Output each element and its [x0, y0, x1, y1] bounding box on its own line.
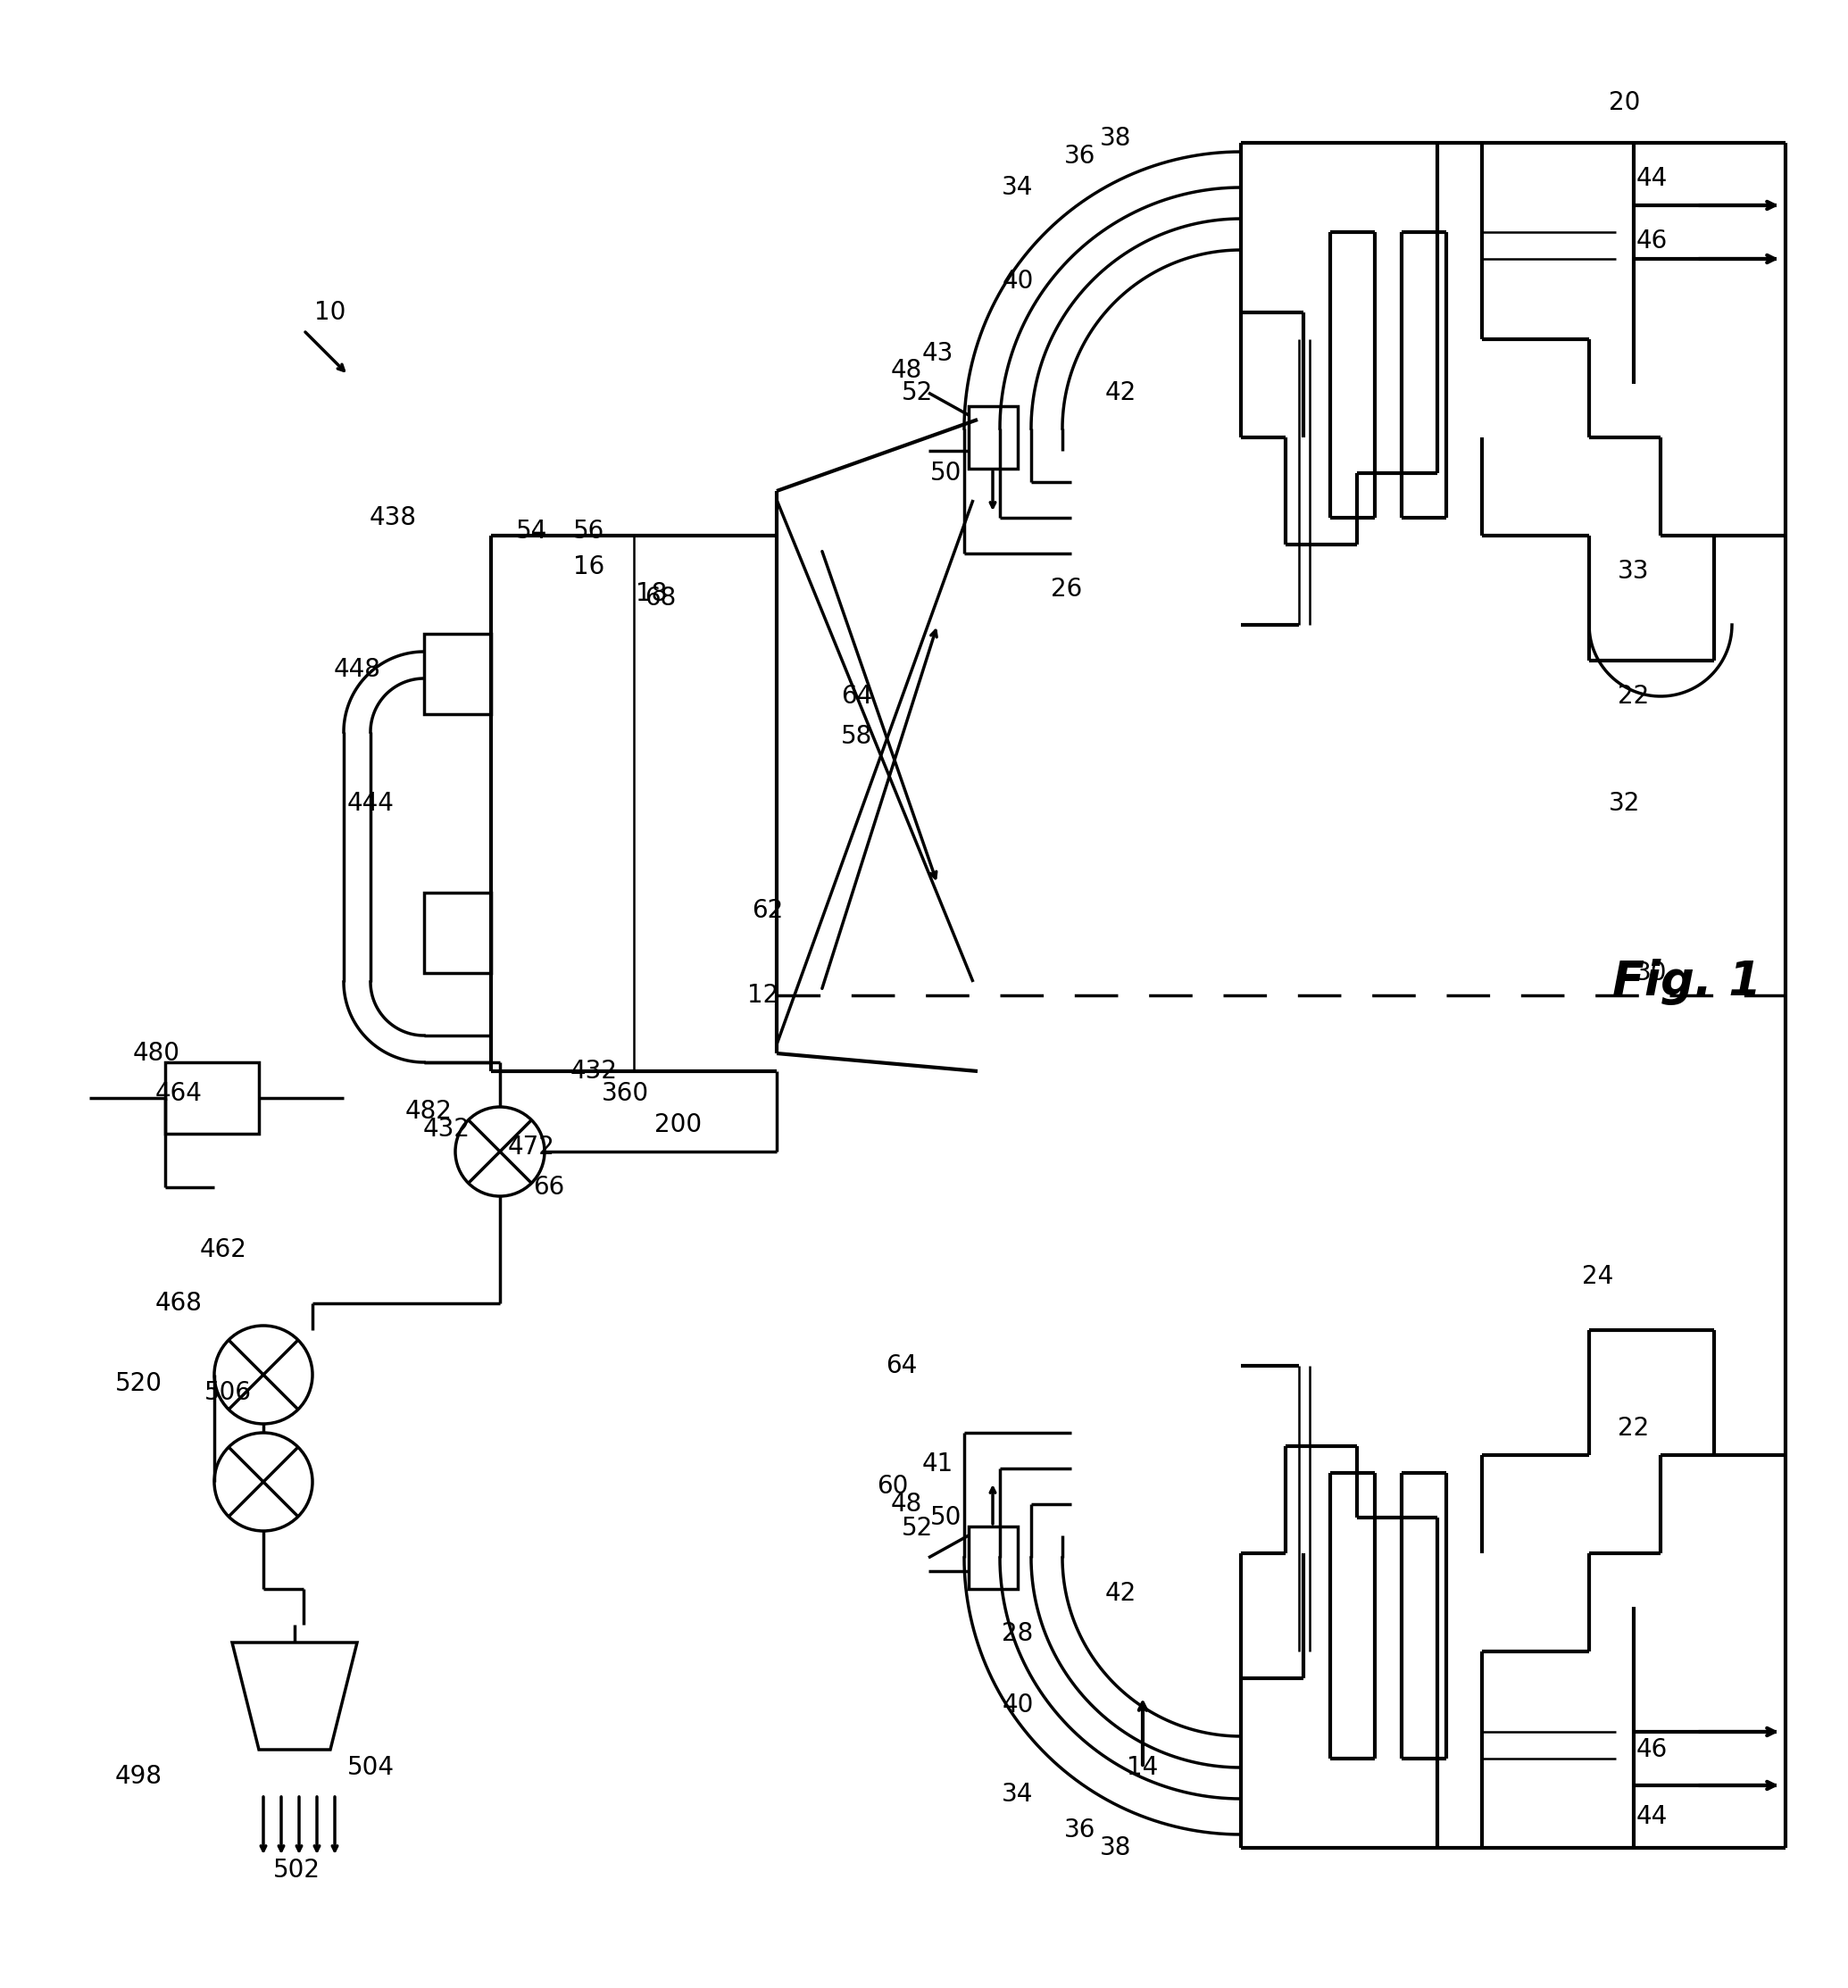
Text: 506: 506 [203, 1380, 251, 1406]
Text: 62: 62 [752, 899, 784, 922]
Text: 26: 26 [1052, 577, 1083, 602]
Polygon shape [233, 1642, 357, 1749]
Text: 438: 438 [370, 505, 416, 531]
Text: 38: 38 [1100, 125, 1131, 151]
Text: 462: 462 [200, 1237, 248, 1262]
Text: 20: 20 [1610, 89, 1641, 115]
Text: 28: 28 [1002, 1620, 1033, 1646]
Text: 32: 32 [1610, 791, 1641, 815]
Text: 48: 48 [891, 358, 922, 384]
Text: 68: 68 [645, 586, 676, 610]
Text: 44: 44 [1635, 1803, 1667, 1829]
Text: 40: 40 [1002, 268, 1033, 294]
Bar [423, 634, 492, 714]
Bar [423, 893, 492, 972]
Text: 12: 12 [748, 982, 780, 1008]
Text: 464: 464 [155, 1081, 201, 1105]
Text: 36: 36 [1064, 1817, 1096, 1843]
Text: 41: 41 [922, 1451, 954, 1477]
Text: 38: 38 [1100, 1835, 1131, 1861]
Text: 48: 48 [891, 1491, 922, 1517]
Text: 432: 432 [423, 1117, 469, 1141]
Text: 360: 360 [601, 1081, 649, 1105]
Text: 66: 66 [534, 1175, 565, 1201]
Text: 33: 33 [1617, 559, 1650, 584]
Text: 480: 480 [133, 1042, 179, 1066]
Text: 16: 16 [573, 555, 604, 579]
Text: 502: 502 [274, 1857, 320, 1883]
Text: Fig. 1: Fig. 1 [1613, 958, 1761, 1006]
Text: 472: 472 [508, 1135, 554, 1159]
Text: 64: 64 [885, 1354, 917, 1378]
Text: 30: 30 [1635, 960, 1667, 986]
Text: 444: 444 [347, 791, 394, 815]
Text: 10: 10 [314, 300, 346, 324]
Text: 200: 200 [654, 1111, 702, 1137]
Text: 34: 34 [1002, 1781, 1033, 1807]
Text: 64: 64 [841, 684, 872, 710]
Text: 498: 498 [115, 1763, 163, 1789]
Text: 60: 60 [878, 1473, 909, 1499]
Text: 44: 44 [1635, 167, 1667, 191]
Text: 46: 46 [1635, 1738, 1667, 1761]
Bar [164, 1062, 259, 1133]
Text: 52: 52 [902, 1515, 933, 1541]
Text: 43: 43 [922, 342, 954, 366]
Text: 42: 42 [1105, 380, 1137, 406]
Text: 56: 56 [573, 519, 604, 543]
Text: 448: 448 [333, 656, 381, 682]
Text: 504: 504 [347, 1755, 394, 1779]
Text: 18: 18 [636, 580, 667, 606]
Text: 24: 24 [1582, 1264, 1613, 1288]
Bar [968, 406, 1018, 469]
Text: 22: 22 [1619, 1415, 1650, 1441]
Text: 46: 46 [1635, 229, 1667, 254]
Text: 468: 468 [155, 1290, 201, 1316]
Text: 22: 22 [1619, 684, 1650, 710]
Text: 50: 50 [931, 461, 963, 485]
Text: 52: 52 [902, 380, 933, 406]
Text: 54: 54 [516, 519, 547, 543]
Text: 58: 58 [841, 724, 872, 749]
Text: 40: 40 [1002, 1692, 1033, 1718]
Text: 520: 520 [115, 1372, 163, 1396]
Text: 42: 42 [1105, 1580, 1137, 1606]
Text: 482: 482 [405, 1099, 453, 1123]
Text: 432: 432 [569, 1060, 617, 1083]
Text: 14: 14 [1127, 1755, 1159, 1779]
Text: 50: 50 [931, 1505, 963, 1531]
Bar [968, 1527, 1018, 1588]
Text: 34: 34 [1002, 175, 1033, 201]
Text: 36: 36 [1064, 143, 1096, 169]
